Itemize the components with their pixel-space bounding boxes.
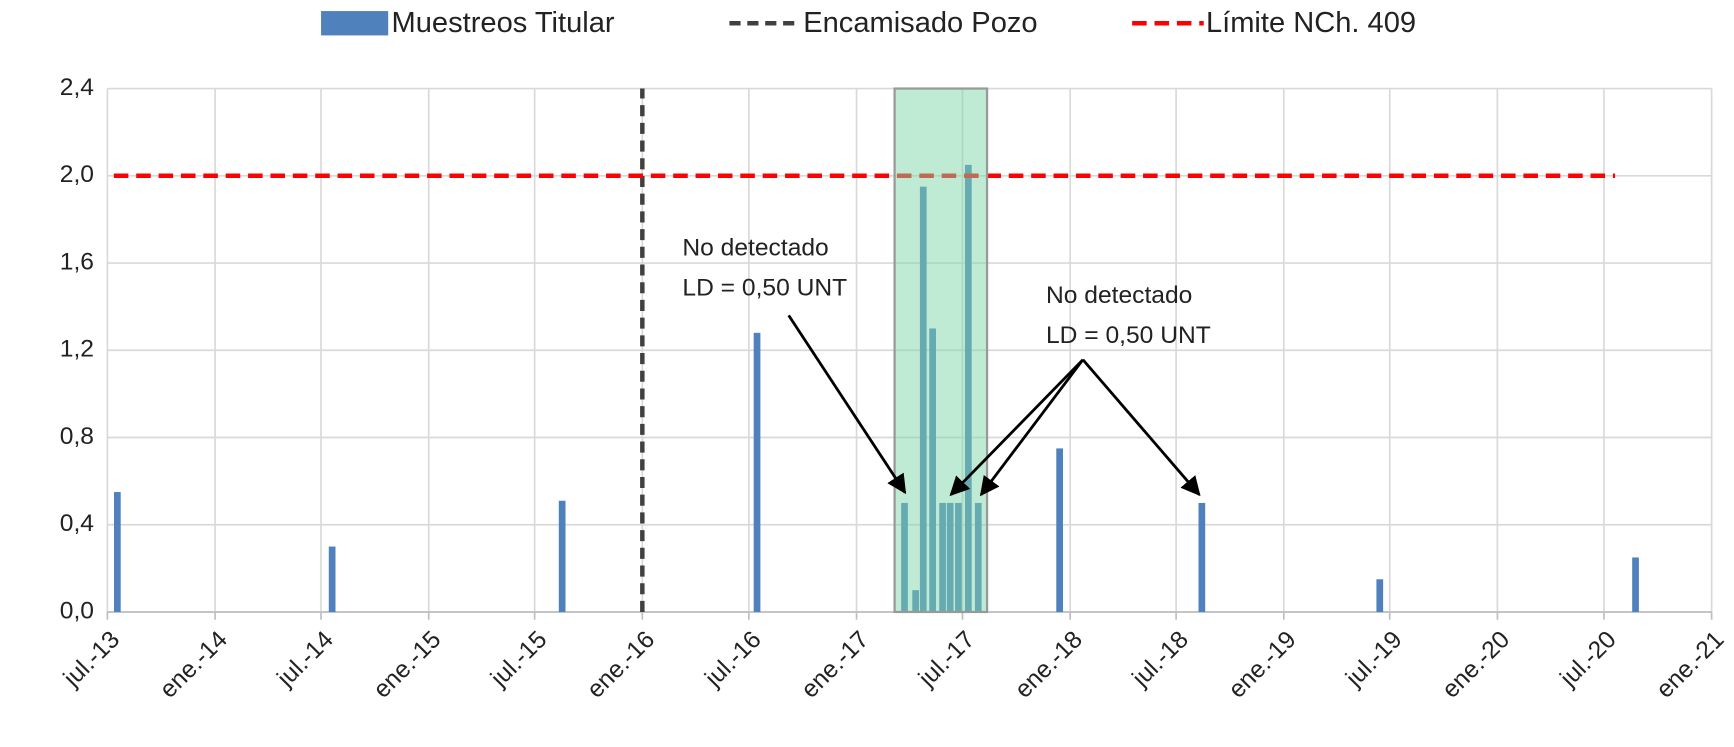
x-tick-label: ene.-14 [155,626,233,703]
annotation-arrows [787,314,1201,497]
legend-label: Encamisado Pozo [803,7,1037,39]
x-tick-label: jul.-15 [485,626,552,693]
y-tick-label: 0,0 [60,598,94,625]
y-tick-label: 1,2 [60,336,94,363]
annotation: LD = 0,50 UNT [1046,322,1211,349]
x-tick-label: ene.-16 [582,626,660,703]
annotation: LD = 0,50 UNT [682,274,847,301]
legend-swatch [321,11,389,36]
arrow [979,358,1085,497]
bar [558,500,566,612]
x-tick-label: ene.-17 [796,626,874,703]
y-tick-label: 2,4 [60,74,94,101]
x-tick-label: jul.-17 [913,626,980,693]
bar [1198,502,1206,612]
y-tick-label: 0,8 [60,423,94,450]
x-tick-label: ene.-19 [1223,626,1301,703]
x-tick-label: ene.-20 [1437,626,1515,703]
bar [1376,579,1384,612]
bar [113,492,121,612]
legend-label: Muestreos Titular [392,7,615,39]
y-tick-label: 1,6 [60,249,94,276]
bar [753,332,761,612]
x-tick-label: jul.-14 [272,626,339,693]
x-tick-label: jul.-13 [58,626,125,693]
x-tick-label: jul.-16 [699,626,766,693]
bar [328,546,336,612]
annotation: No detectado [1046,282,1192,309]
x-tick-label: ene.-21 [1651,626,1729,703]
arrow [1081,358,1201,497]
arrow [949,358,1084,497]
bar [1056,448,1063,612]
legend: Muestreos Titular Encamisado Pozo Límite N… [321,7,1416,39]
x-tick-label: jul.-18 [1127,626,1194,693]
highlight-band [893,87,989,614]
x-tick-label: jul.-20 [1554,626,1621,693]
x-tick-label: ene.-18 [1010,626,1088,703]
overlay [893,87,989,614]
x-tick-label: ene.-15 [368,626,446,703]
annotation: No detectado [682,235,828,262]
bar [1632,557,1639,612]
x-tick-label: jul.-19 [1340,626,1407,693]
legend-label: Límite NCh. 409 [1206,7,1416,39]
y-tick-label: 0,4 [60,510,94,537]
arrow [787,314,907,495]
y-tick-label: 2,0 [60,161,94,188]
